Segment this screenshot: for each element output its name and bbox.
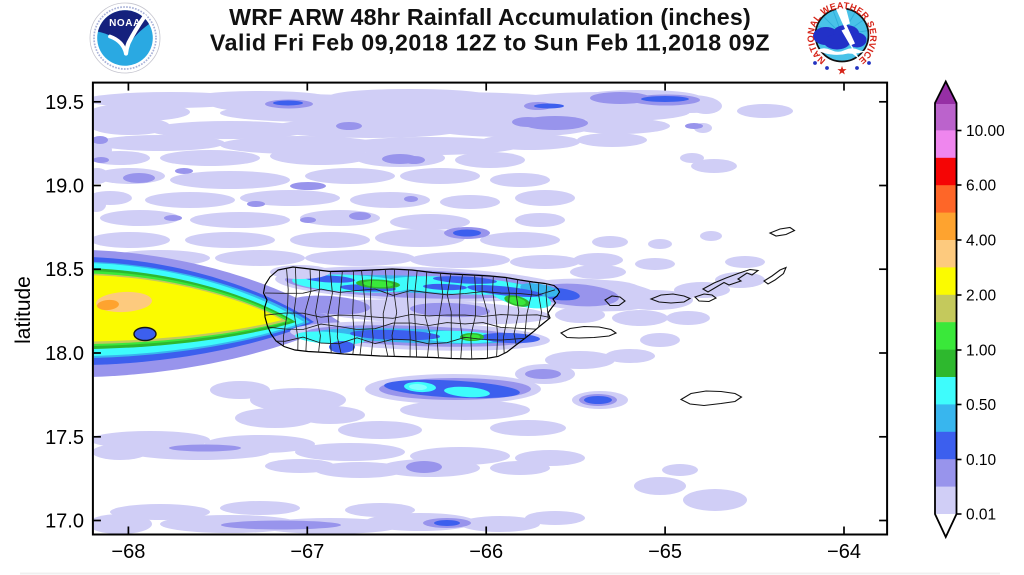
svg-text:0.10: 0.10 <box>966 452 997 469</box>
svg-text:latitude: latitude <box>12 276 35 344</box>
svg-text:−65: −65 <box>648 541 682 563</box>
svg-text:18.5: 18.5 <box>45 259 84 281</box>
svg-text:★: ★ <box>837 64 848 78</box>
svg-text:0.01: 0.01 <box>966 507 996 524</box>
svg-text:1.00: 1.00 <box>966 343 997 360</box>
svg-text:−68: −68 <box>111 541 145 563</box>
svg-text:10.00: 10.00 <box>966 123 1005 140</box>
svg-text:18.0: 18.0 <box>45 343 84 365</box>
svg-text:−66: −66 <box>469 541 503 563</box>
svg-text:6.00: 6.00 <box>966 178 997 195</box>
svg-text:WRF ARW 48hr Rainfall Accumula: WRF ARW 48hr Rainfall Accumulation (inch… <box>229 4 751 30</box>
svg-text:−67: −67 <box>290 541 324 563</box>
svg-text:−64: −64 <box>827 541 861 563</box>
svg-text:19.5: 19.5 <box>45 92 84 114</box>
svg-text:NOAA: NOAA <box>109 18 141 29</box>
svg-text:19.0: 19.0 <box>45 176 84 198</box>
svg-text:17.5: 17.5 <box>45 427 84 449</box>
svg-text:2.00: 2.00 <box>966 288 997 305</box>
svg-text:0.50: 0.50 <box>966 397 997 414</box>
svg-text:17.0: 17.0 <box>45 511 84 533</box>
svg-text:Valid Fri Feb 09,2018 12Z to S: Valid Fri Feb 09,2018 12Z to Sun Feb 11,… <box>210 30 770 56</box>
svg-text:4.00: 4.00 <box>966 233 997 250</box>
